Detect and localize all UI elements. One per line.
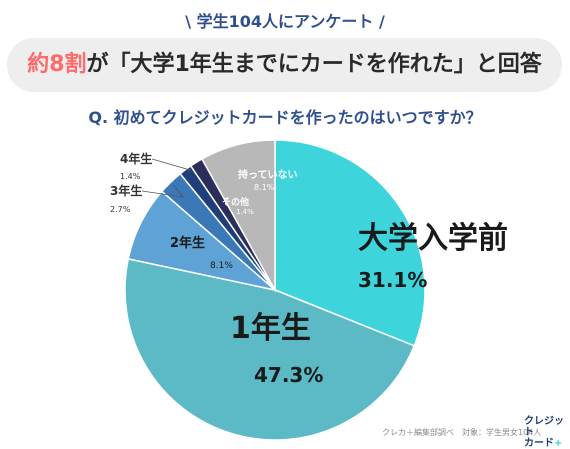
survey-tag: \ 学生104人にアンケート / (185, 12, 385, 31)
slice-value-label: 8.1% (210, 261, 233, 271)
headline-banner: 約8割が「大学1年生までにカードを作れた」と回答 (7, 38, 562, 92)
slice-label: 2年生 (170, 235, 205, 251)
slice-value-label: 1.4% (236, 208, 254, 216)
brand-line-1: クレジット (524, 416, 564, 438)
headline-text: が「大学1年生までにカードを作れた」と回答 (86, 52, 542, 77)
slice-6 (200, 139, 276, 293)
slice-label: 4年生 (120, 151, 152, 166)
slice-value-label: 1.4% (120, 172, 141, 181)
slice-value-label: 47.3% (254, 363, 323, 387)
slice-label: 大学入学前 (358, 221, 508, 256)
source-note: クレカ＋編集部調べ 対象：学生男女104人 (382, 428, 542, 437)
slice-label: 持っていない (238, 168, 298, 181)
leader-line (141, 184, 184, 198)
slice-label: 3年生 (110, 183, 142, 198)
question-text: Q. 初めてクレジットカードを作ったのはいつですか？ (88, 108, 482, 127)
slice-value-label: 31.1% (358, 268, 427, 292)
leader-line (151, 158, 191, 174)
brand-logo: クレジット カード+ (524, 416, 570, 449)
slice-1 (124, 258, 416, 441)
slice-label: その他 (222, 196, 249, 208)
brand-line-2: カード+ (524, 438, 563, 449)
slice-0 (274, 139, 426, 347)
slice-value-label: 8.1% (254, 183, 275, 192)
slice-value-label: 2.7% (110, 205, 131, 214)
headline-highlight: 約8割 (27, 52, 87, 77)
slice-label: 1年生 (230, 311, 311, 346)
